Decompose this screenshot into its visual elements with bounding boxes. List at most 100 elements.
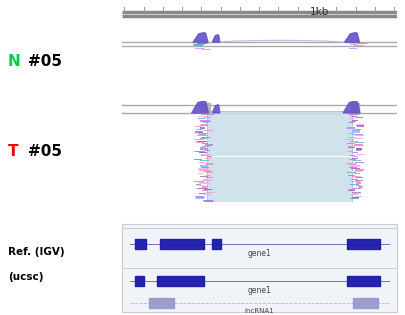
Bar — [348, 147, 356, 148]
Text: #05: #05 — [28, 54, 62, 69]
Bar — [202, 186, 208, 187]
Bar — [356, 180, 363, 181]
Bar — [350, 184, 359, 185]
Polygon shape — [193, 32, 208, 42]
Bar — [194, 139, 205, 140]
Bar — [195, 48, 204, 49]
Bar — [351, 47, 359, 48]
Bar — [205, 150, 210, 151]
Bar — [345, 139, 354, 140]
Bar — [350, 44, 358, 45]
Bar — [347, 128, 355, 129]
Bar — [199, 182, 209, 184]
Bar — [349, 159, 356, 160]
Bar — [353, 193, 361, 194]
Bar — [348, 133, 354, 134]
Bar — [349, 114, 356, 116]
Bar — [205, 175, 211, 176]
Bar — [198, 168, 208, 169]
Bar — [205, 145, 213, 146]
Bar — [195, 142, 205, 143]
Bar — [354, 188, 361, 189]
Bar — [207, 111, 352, 202]
Bar — [197, 129, 203, 130]
Bar — [194, 159, 202, 160]
Bar — [202, 143, 208, 144]
Polygon shape — [212, 35, 220, 42]
Bar — [356, 135, 364, 136]
Bar — [195, 131, 203, 133]
Text: Ref. (IGV): Ref. (IGV) — [8, 247, 65, 257]
Bar — [198, 133, 207, 134]
Bar — [347, 164, 357, 165]
Bar — [352, 181, 360, 182]
Bar — [202, 146, 210, 147]
Bar — [352, 152, 358, 153]
Bar — [202, 180, 212, 181]
Polygon shape — [192, 101, 209, 113]
Bar — [200, 147, 206, 148]
Polygon shape — [345, 32, 360, 42]
Bar — [351, 168, 360, 169]
Bar — [206, 177, 213, 178]
Bar — [354, 129, 361, 130]
Bar — [196, 197, 205, 198]
Bar — [350, 155, 355, 156]
Bar — [349, 189, 355, 190]
Bar — [193, 44, 204, 45]
Bar — [350, 167, 357, 168]
Bar — [347, 172, 356, 173]
Bar — [352, 116, 357, 117]
Bar — [204, 117, 211, 118]
Bar — [351, 165, 360, 167]
Bar — [352, 192, 360, 193]
Bar — [203, 122, 208, 123]
Bar — [348, 146, 354, 147]
Bar — [353, 156, 358, 158]
Bar — [349, 48, 357, 49]
Bar — [198, 118, 205, 119]
Text: #05: #05 — [28, 144, 62, 159]
Bar — [203, 171, 212, 172]
Bar — [350, 140, 358, 142]
Bar — [347, 137, 356, 138]
Bar — [350, 121, 356, 122]
Bar — [352, 131, 360, 133]
Bar — [204, 201, 213, 202]
Bar — [356, 148, 362, 150]
Bar — [354, 171, 362, 172]
Bar — [204, 114, 213, 116]
Text: N: N — [8, 54, 21, 69]
Bar — [354, 145, 362, 146]
Bar — [195, 126, 201, 127]
Bar — [198, 135, 208, 136]
Bar — [348, 122, 354, 123]
Bar — [197, 140, 207, 142]
Bar — [357, 123, 364, 125]
Bar — [348, 175, 355, 176]
Bar — [195, 198, 204, 199]
Bar — [351, 179, 358, 180]
Bar — [357, 126, 364, 127]
Bar — [356, 150, 362, 151]
Bar — [202, 190, 208, 192]
Text: (ucsc): (ucsc) — [8, 272, 44, 282]
Bar — [354, 173, 360, 175]
Bar — [355, 142, 364, 143]
Bar — [356, 182, 361, 184]
Polygon shape — [212, 105, 220, 113]
Bar — [200, 148, 208, 150]
Polygon shape — [343, 101, 360, 113]
Bar — [203, 179, 209, 180]
Bar — [354, 134, 363, 135]
Bar — [346, 163, 356, 164]
Bar — [197, 116, 207, 117]
Bar — [200, 160, 209, 161]
Bar — [201, 154, 209, 155]
Bar — [200, 138, 207, 139]
Bar — [200, 128, 205, 129]
Bar — [195, 196, 204, 197]
Bar — [199, 169, 209, 170]
Bar — [351, 194, 358, 195]
Bar — [352, 130, 360, 131]
